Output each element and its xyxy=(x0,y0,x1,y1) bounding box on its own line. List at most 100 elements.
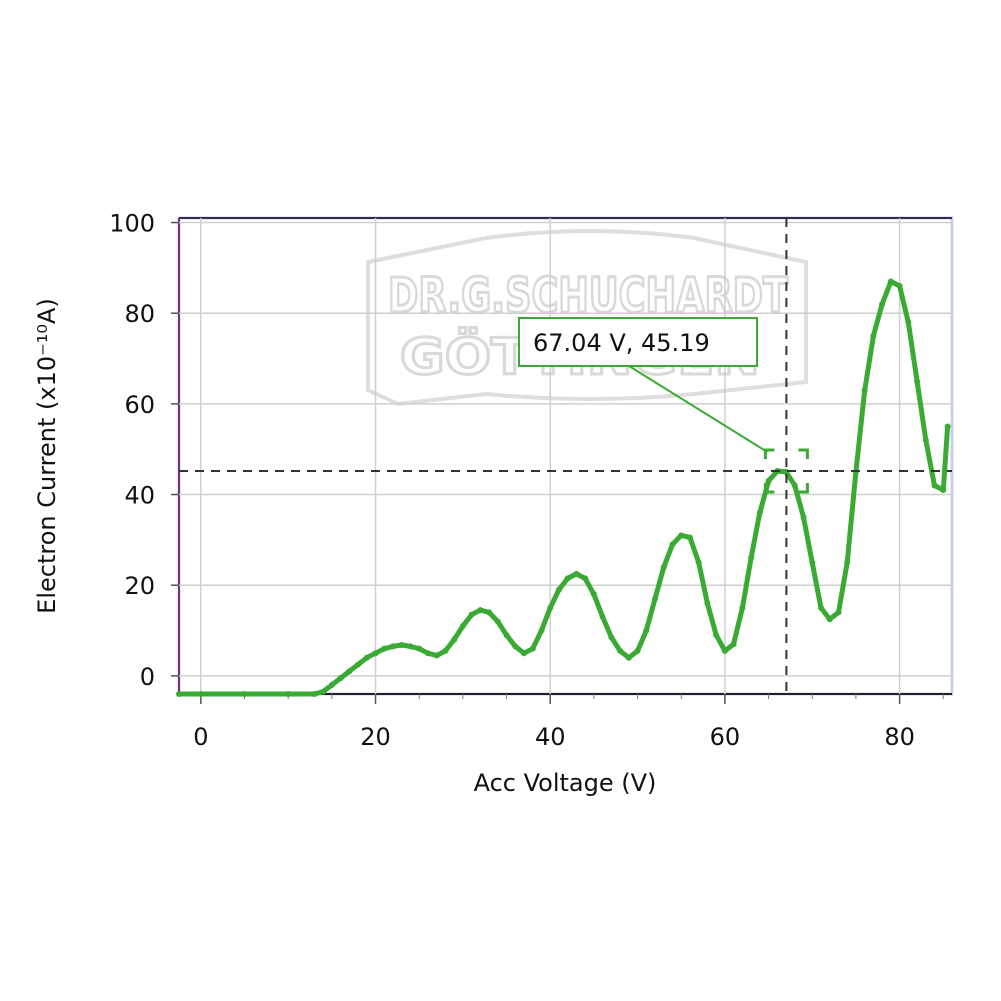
data-point xyxy=(547,604,554,611)
data-point xyxy=(730,641,737,648)
data-point xyxy=(529,645,536,652)
data-point xyxy=(486,609,493,616)
data-point xyxy=(870,332,877,339)
grid xyxy=(179,218,952,694)
data-point xyxy=(555,586,562,593)
y-axis-title: Electron Current (x10⁻¹⁰A) xyxy=(33,298,61,614)
data-point xyxy=(241,691,248,697)
data-point xyxy=(861,387,868,394)
x-tick-label: 80 xyxy=(884,723,915,751)
data-point xyxy=(599,613,606,620)
data-point xyxy=(634,647,641,654)
data-point xyxy=(695,559,702,566)
cursor-readout-label: 67.04 V, 45.19 xyxy=(533,329,710,357)
cursor-readout-box xyxy=(518,317,758,367)
data-point xyxy=(337,675,344,682)
x-tick-label: 0 xyxy=(193,723,208,751)
data-point xyxy=(442,647,449,654)
data-point xyxy=(451,636,458,643)
data-point xyxy=(590,591,597,598)
x-axis-title: Acc Voltage (V) xyxy=(474,769,657,797)
data-point xyxy=(564,575,571,582)
cursor-leader-line xyxy=(628,365,768,453)
data-point xyxy=(800,514,807,521)
y-tick-label: 100 xyxy=(109,210,155,238)
y-tick-label: 40 xyxy=(124,482,155,510)
data-point xyxy=(669,541,676,548)
data-point xyxy=(713,632,720,639)
data-point xyxy=(756,509,763,516)
data-point xyxy=(176,691,182,697)
data-point xyxy=(686,534,693,541)
cursor-target-bracket xyxy=(763,483,775,494)
data-point xyxy=(468,611,475,618)
data-point xyxy=(538,627,545,634)
watermark-line1: DR.G.SCHUCHARDT xyxy=(388,268,788,324)
data-point xyxy=(398,642,405,649)
data-point xyxy=(372,650,379,657)
data-point xyxy=(320,688,327,695)
data-point xyxy=(940,487,947,493)
data-point xyxy=(512,643,519,650)
x-tick-label: 60 xyxy=(710,723,741,751)
data-point xyxy=(817,604,824,611)
x-tick-label: 20 xyxy=(360,723,391,751)
data-point xyxy=(355,661,362,668)
data-point xyxy=(739,604,746,611)
data-point xyxy=(477,607,484,614)
data-point xyxy=(416,645,423,652)
data-point xyxy=(625,654,632,661)
data-point xyxy=(503,632,510,639)
data-point xyxy=(459,623,466,629)
data-point xyxy=(617,647,624,654)
data-point xyxy=(582,575,589,582)
data-point xyxy=(608,634,615,641)
data-point xyxy=(197,691,204,697)
data-point xyxy=(363,654,370,661)
series xyxy=(176,278,951,697)
data-point xyxy=(381,645,388,652)
data-point xyxy=(791,482,798,489)
x-tick-label: 40 xyxy=(535,723,566,751)
data-point xyxy=(660,564,667,571)
data-point xyxy=(643,627,650,634)
data-point xyxy=(944,423,951,430)
data-point xyxy=(887,278,894,285)
data-point xyxy=(748,555,755,561)
data-point xyxy=(905,319,912,326)
data-point xyxy=(328,681,335,688)
watermark-badge-outline xyxy=(366,229,808,407)
cursor-target-bracket xyxy=(798,448,809,460)
data-point xyxy=(765,477,772,484)
cursor-target-bracket xyxy=(798,483,809,494)
data-point xyxy=(494,618,501,625)
tick-labels: 0 20 40 60 80 0 20 40 60 80 100 xyxy=(109,210,915,751)
data-point xyxy=(407,643,414,650)
data-point xyxy=(573,570,580,577)
data-point xyxy=(844,559,851,566)
data-point xyxy=(721,647,728,654)
y-tick-label: 20 xyxy=(124,572,155,600)
data-point xyxy=(879,301,886,308)
data-point xyxy=(652,595,659,602)
data-point xyxy=(922,437,929,444)
data-point xyxy=(809,559,816,566)
data-point xyxy=(433,652,440,659)
data-point xyxy=(914,378,921,385)
data-point xyxy=(285,691,292,697)
data-point xyxy=(826,616,833,623)
data-point xyxy=(424,650,431,657)
cursor[interactable]: 67.04 V, 45.19 xyxy=(179,218,952,694)
data-point xyxy=(346,668,353,675)
data-point xyxy=(678,532,685,539)
data-point xyxy=(835,609,842,616)
y-tick-label: 80 xyxy=(124,300,155,328)
y-tick-label: 60 xyxy=(124,391,155,419)
data-point xyxy=(521,650,528,657)
ticks xyxy=(171,221,944,704)
data-point xyxy=(896,283,903,289)
data-point xyxy=(931,482,938,489)
data-point xyxy=(389,643,396,650)
y-tick-label: 0 xyxy=(140,663,155,691)
